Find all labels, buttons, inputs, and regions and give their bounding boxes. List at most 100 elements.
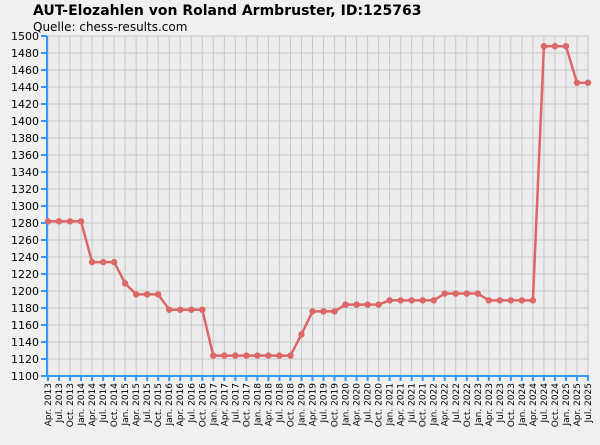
- data-point: [243, 352, 250, 359]
- data-point: [375, 301, 382, 308]
- y-tick-label: 1400: [11, 115, 39, 128]
- x-tick-label: Jul. 2021: [408, 383, 418, 424]
- y-tick-label: 1480: [11, 47, 39, 60]
- data-point: [88, 258, 96, 266]
- x-tick-label: Apr. 2021: [397, 383, 407, 426]
- x-tick-label: Apr. 2015: [132, 383, 142, 426]
- x-tick-label: Apr. 2018: [264, 383, 274, 427]
- data-point: [55, 218, 63, 225]
- x-tick-label: Jan. 2017: [209, 383, 219, 427]
- data-point: [155, 291, 162, 298]
- data-point: [573, 79, 581, 86]
- y-tick-label: 1280: [11, 217, 39, 230]
- data-point: [474, 290, 481, 297]
- y-tick-label: 1360: [11, 149, 39, 162]
- y-tick-label: 1380: [11, 132, 39, 145]
- x-tick-label: Jul. 2019: [320, 383, 330, 424]
- data-point: [430, 297, 437, 304]
- x-tick-label: Oct. 2019: [331, 383, 341, 427]
- x-tick-label: Jul. 2022: [452, 383, 462, 424]
- data-point: [408, 297, 415, 304]
- data-point: [210, 352, 217, 359]
- data-point: [254, 352, 261, 359]
- x-tick-label: Oct. 2014: [110, 383, 120, 427]
- data-point: [66, 218, 74, 225]
- data-point: [110, 258, 118, 266]
- data-point: [287, 352, 294, 359]
- x-tick-label: Oct. 2013: [66, 383, 76, 427]
- x-tick-label: Oct. 2023: [507, 383, 517, 427]
- data-point: [309, 308, 316, 315]
- y-tick-label: 1100: [11, 370, 39, 383]
- data-point: [419, 297, 426, 304]
- x-tick-label: Apr. 2023: [485, 383, 495, 426]
- y-tick-label: 1440: [11, 81, 39, 94]
- x-tick-label: Apr. 2014: [88, 383, 98, 427]
- x-tick-labels: Apr. 2013 Jul. 2013 Oct. 2013 Jan. 2014 Apr.…: [44, 383, 594, 427]
- data-point: [276, 352, 283, 359]
- x-tick-label: Oct. 2024: [551, 383, 561, 427]
- chart-title: AUT-Elozahlen von Roland Armbruster, ID:…: [33, 3, 422, 19]
- x-tick-label: Jul. 2024: [540, 383, 550, 424]
- x-tick-label: Apr. 2022: [441, 383, 451, 426]
- y-tick-label: 1120: [11, 353, 39, 366]
- x-tick-label: Jul. 2025: [584, 383, 594, 424]
- data-point: [121, 280, 129, 287]
- x-tick-label: Apr. 2019: [308, 383, 318, 427]
- data-point: [166, 306, 173, 313]
- y-tick-label: 1140: [11, 336, 39, 349]
- x-tick-label: Jan. 2024: [518, 383, 528, 427]
- data-point: [496, 297, 504, 304]
- x-tick-label: Apr. 2020: [353, 383, 363, 427]
- x-tick-label: Jan. 2014: [77, 383, 87, 427]
- data-point: [551, 43, 559, 50]
- y-tick-label: 1220: [11, 268, 39, 281]
- data-point: [331, 308, 338, 315]
- data-point: [364, 301, 371, 308]
- series-elo: [44, 43, 592, 359]
- data-point: [221, 352, 228, 359]
- x-tick-label: Jul. 2013: [55, 383, 65, 424]
- x-tick-label: Jul. 2014: [99, 383, 109, 424]
- x-tick-label: Jan. 2015: [121, 383, 131, 427]
- x-tick-label: Oct. 2017: [242, 383, 252, 427]
- chart-subtitle: Quelle: chess-results.com: [33, 20, 188, 34]
- data-point: [562, 43, 570, 50]
- y-tick-label: 1160: [11, 319, 39, 332]
- y-tick-label: 1200: [11, 285, 39, 298]
- y-tick-label: 1320: [11, 183, 39, 196]
- y-tick-label: 1180: [11, 302, 39, 315]
- x-tick-label: Oct. 2016: [198, 383, 208, 427]
- data-point: [529, 297, 537, 304]
- x-tick-label: Jan. 2019: [297, 383, 307, 427]
- y-tick-label: 1500: [11, 30, 39, 43]
- data-point: [540, 43, 548, 50]
- y-tick-label: 1260: [11, 234, 39, 247]
- data-point: [265, 352, 272, 359]
- data-point: [143, 291, 151, 298]
- y-tick-label: 1460: [11, 64, 39, 77]
- y-tick-label: 1420: [11, 98, 39, 111]
- x-tick-label: Jan. 2025: [562, 383, 572, 427]
- x-tick-label: Apr. 2024: [529, 383, 539, 427]
- axes: [41, 35, 589, 381]
- x-tick-label: Jan. 2016: [165, 383, 175, 427]
- data-point: [77, 218, 85, 225]
- x-tick-label: Jan. 2023: [474, 383, 484, 427]
- data-point: [44, 218, 52, 225]
- x-tick-label: Jul. 2018: [275, 383, 285, 424]
- data-point: [342, 301, 349, 308]
- grid-lines: [47, 35, 589, 377]
- data-point: [99, 258, 107, 266]
- x-tick-label: Jan. 2022: [430, 383, 440, 427]
- data-point: [452, 290, 459, 297]
- x-tick-label: Jul. 2015: [143, 383, 153, 424]
- data-point: [232, 352, 239, 359]
- data-point: [188, 306, 195, 313]
- data-point: [397, 297, 404, 304]
- x-tick-label: Jan. 2020: [342, 383, 352, 427]
- data-point: [386, 297, 393, 304]
- data-point: [353, 301, 360, 308]
- x-tick-label: Oct. 2021: [419, 383, 429, 427]
- data-point: [485, 297, 493, 304]
